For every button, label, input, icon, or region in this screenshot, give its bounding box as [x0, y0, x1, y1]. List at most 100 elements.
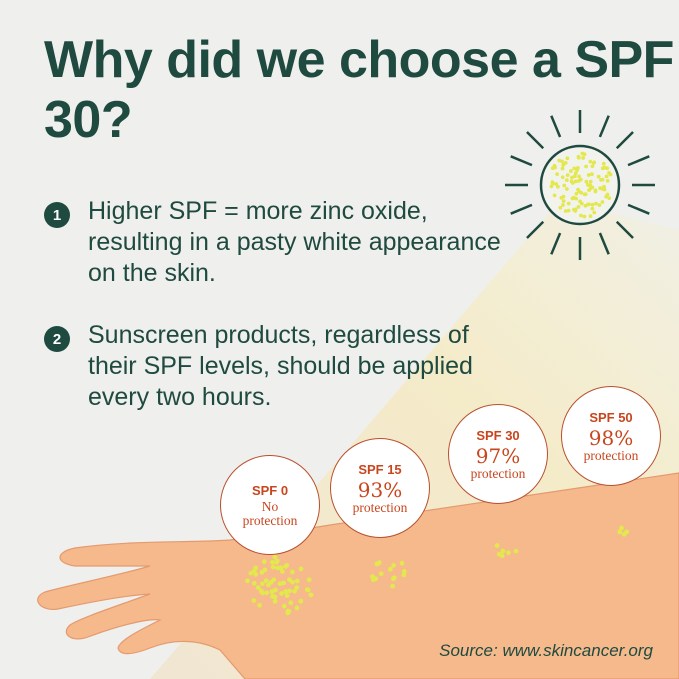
sun-icon: [504, 109, 656, 261]
sun-dot: [561, 203, 565, 207]
sun-dot: [564, 178, 569, 183]
sun-dot: [560, 159, 564, 164]
sun-dot: [582, 214, 587, 219]
sunscreen-dot: [251, 598, 257, 603]
sun-dot: [555, 172, 560, 177]
sun-dot: [588, 159, 593, 164]
sun-dot: [569, 179, 574, 184]
sunscreen-dot: [259, 581, 265, 587]
sunscreen-dot: [281, 603, 287, 609]
sunscreen-dot: [278, 565, 284, 571]
sunscreen-dot: [298, 566, 304, 572]
sunscreen-dot: [272, 598, 278, 604]
point-text: Higher SPF = more zinc oxide, resulting …: [88, 197, 501, 287]
sun-dot: [565, 156, 570, 161]
badge-value: 97%: [475, 443, 521, 468]
sunscreen-dot: [401, 572, 407, 578]
sunscreen-dot: [264, 590, 270, 596]
sunscreen-dot: [279, 569, 285, 574]
sun-dot: [552, 163, 557, 168]
sun-dot: [563, 209, 568, 213]
sun-dot: [607, 196, 612, 201]
sunscreen-dot: [277, 581, 283, 587]
sun-dot: [604, 174, 609, 179]
sunscreen-dot: [260, 590, 265, 596]
sun-dot: [549, 184, 554, 189]
sun-ray: [627, 203, 650, 215]
sun-dot: [589, 172, 594, 177]
sun-dot: [586, 183, 590, 187]
arm-illustration: [37, 472, 679, 679]
sun-dot: [563, 160, 568, 165]
badge-spf-50: SPF 50 98% protection: [561, 386, 661, 486]
sun-dot: [600, 200, 605, 204]
sunscreen-dot: [288, 600, 294, 606]
sun-dot: [587, 202, 591, 207]
point-2: 2 Sunscreen products, regardless of thei…: [44, 320, 518, 413]
sunscreen-dot: [619, 525, 624, 531]
sunscreen-dot: [279, 591, 284, 596]
sun-dot: [590, 164, 595, 169]
sun-dot: [560, 166, 565, 171]
sunscreen-dot: [284, 593, 290, 599]
sun-dot: [588, 214, 593, 219]
sun-dot: [586, 173, 591, 177]
sunscreen-dot: [298, 598, 304, 604]
sunscreen-dot: [290, 579, 295, 585]
sunscreen-dot: [292, 588, 298, 594]
sunscreen-dot: [506, 550, 511, 556]
sun-dot: [557, 158, 562, 163]
sun-dot: [550, 181, 555, 186]
sun-dot: [578, 199, 582, 204]
sunscreen-dot: [274, 559, 279, 565]
sunscreen-dot: [257, 602, 262, 608]
sun-dot: [604, 194, 608, 199]
sun-dot: [561, 199, 566, 203]
sun-dot: [575, 168, 579, 172]
point-text: Sunscreen products, regardless of their …: [88, 321, 473, 411]
sun-dot: [559, 195, 564, 200]
source-citation: Source: www.skincancer.org: [439, 641, 653, 660]
sun-dot: [574, 196, 579, 201]
sun-dot: [569, 169, 573, 173]
sunscreen-dot: [401, 569, 407, 574]
sunscreen-dot: [268, 580, 274, 585]
sun-dot: [602, 187, 607, 192]
badge-spf-30: SPF 30 97% protection: [448, 404, 548, 504]
sun-dot: [576, 154, 581, 159]
sun-dot: [584, 164, 589, 169]
sunscreen-dot: [391, 562, 396, 568]
number-badge: 2: [44, 326, 70, 352]
sunscreen-dot: [245, 578, 250, 584]
badge-desc: protection: [352, 499, 408, 515]
sunscreen-dot: [378, 571, 384, 577]
sunscreen-dot: [253, 565, 259, 571]
badge-value: 93%: [357, 477, 403, 502]
sun-dot: [600, 177, 605, 182]
sun-dot: [596, 174, 601, 179]
sunscreen-dot: [305, 587, 311, 593]
sun-dot: [574, 191, 579, 196]
sunscreen-dot: [248, 570, 254, 576]
sun-dot: [605, 178, 610, 183]
sunscreen-dot: [617, 529, 623, 535]
sunscreen-dot: [261, 559, 267, 565]
sun-dot: [592, 210, 597, 215]
sun-dot: [590, 202, 595, 207]
sunscreen-dot: [294, 578, 300, 584]
sunscreen-dot: [387, 566, 393, 572]
sunscreen-dot: [255, 585, 261, 591]
sun-ray: [510, 155, 533, 167]
sun-dot: [565, 173, 570, 178]
sun-dot: [608, 172, 613, 177]
sun-dot: [558, 205, 563, 210]
sun-ray: [550, 115, 562, 138]
sun-ray: [615, 131, 634, 150]
sun-dot: [578, 177, 583, 182]
sunscreen-dot: [269, 589, 275, 595]
sun-dot: [566, 201, 571, 206]
sun-dot: [552, 193, 557, 198]
sunscreen-dot: [263, 578, 269, 584]
sunscreen-dot: [259, 569, 265, 575]
sun-dot: [573, 179, 578, 184]
